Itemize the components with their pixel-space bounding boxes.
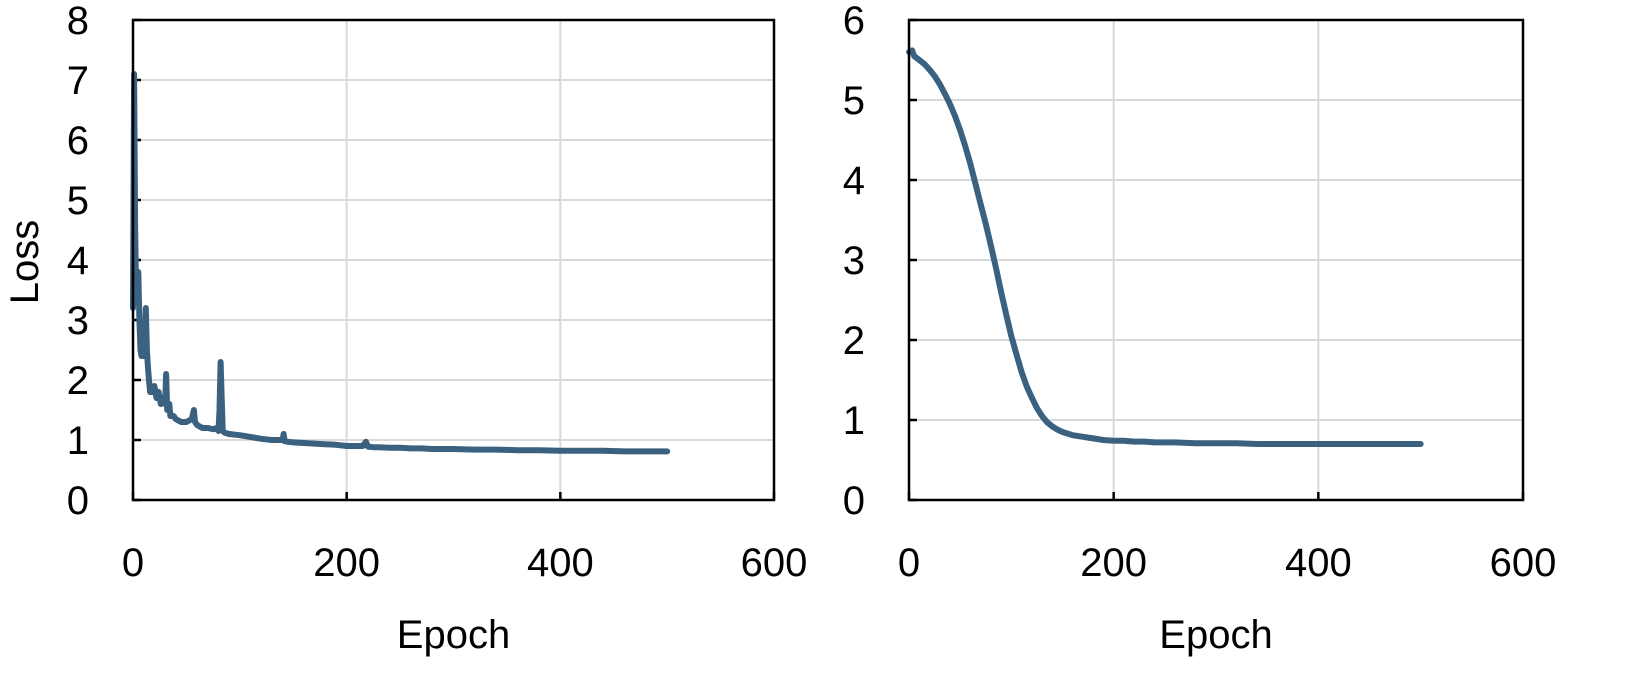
right-loss-chart: 0 200 400 600 0 1 2 3 4 5 6 Epoch <box>843 0 1557 657</box>
y-tick-label: 6 <box>843 0 865 43</box>
y-tick-label: 2 <box>67 359 89 403</box>
y-tick-label: 3 <box>67 299 89 343</box>
x-axis-title: Epoch <box>1159 613 1272 657</box>
y-tick-label: 5 <box>843 79 865 123</box>
x-axis-title: Epoch <box>397 613 510 657</box>
y-tick-label: 2 <box>843 319 865 363</box>
y-tick-label: 4 <box>843 159 865 203</box>
left-loss-chart: 0 200 400 600 0 1 2 3 4 5 6 7 8 Epoch Loss <box>3 0 807 657</box>
x-tick-label: 400 <box>527 541 594 585</box>
loss-series-line <box>130 71 671 455</box>
loss-series-line <box>906 47 1424 447</box>
x-tick-label: 600 <box>1490 541 1557 585</box>
y-tick-label: 7 <box>67 59 89 103</box>
y-axis-title: Loss <box>3 220 47 305</box>
plot-frame <box>131 18 776 502</box>
y-tick-label: 1 <box>67 419 89 463</box>
x-tick-label: 200 <box>1080 541 1147 585</box>
y-tick-label: 0 <box>67 479 89 523</box>
x-tick-label: 0 <box>898 541 920 585</box>
x-tick-label: 0 <box>122 541 144 585</box>
y-tick-label: 1 <box>843 399 865 443</box>
x-tick-label: 200 <box>313 541 380 585</box>
x-tick-label: 600 <box>741 541 808 585</box>
y-tick-label: 4 <box>67 239 89 283</box>
plot-frame <box>907 18 1525 502</box>
y-tick-label: 3 <box>843 239 865 283</box>
y-tick-label: 5 <box>67 179 89 223</box>
x-tick-label: 400 <box>1285 541 1352 585</box>
y-tick-label: 6 <box>67 119 89 163</box>
y-tick-label: 0 <box>843 479 865 523</box>
y-tick-label: 8 <box>67 0 89 43</box>
